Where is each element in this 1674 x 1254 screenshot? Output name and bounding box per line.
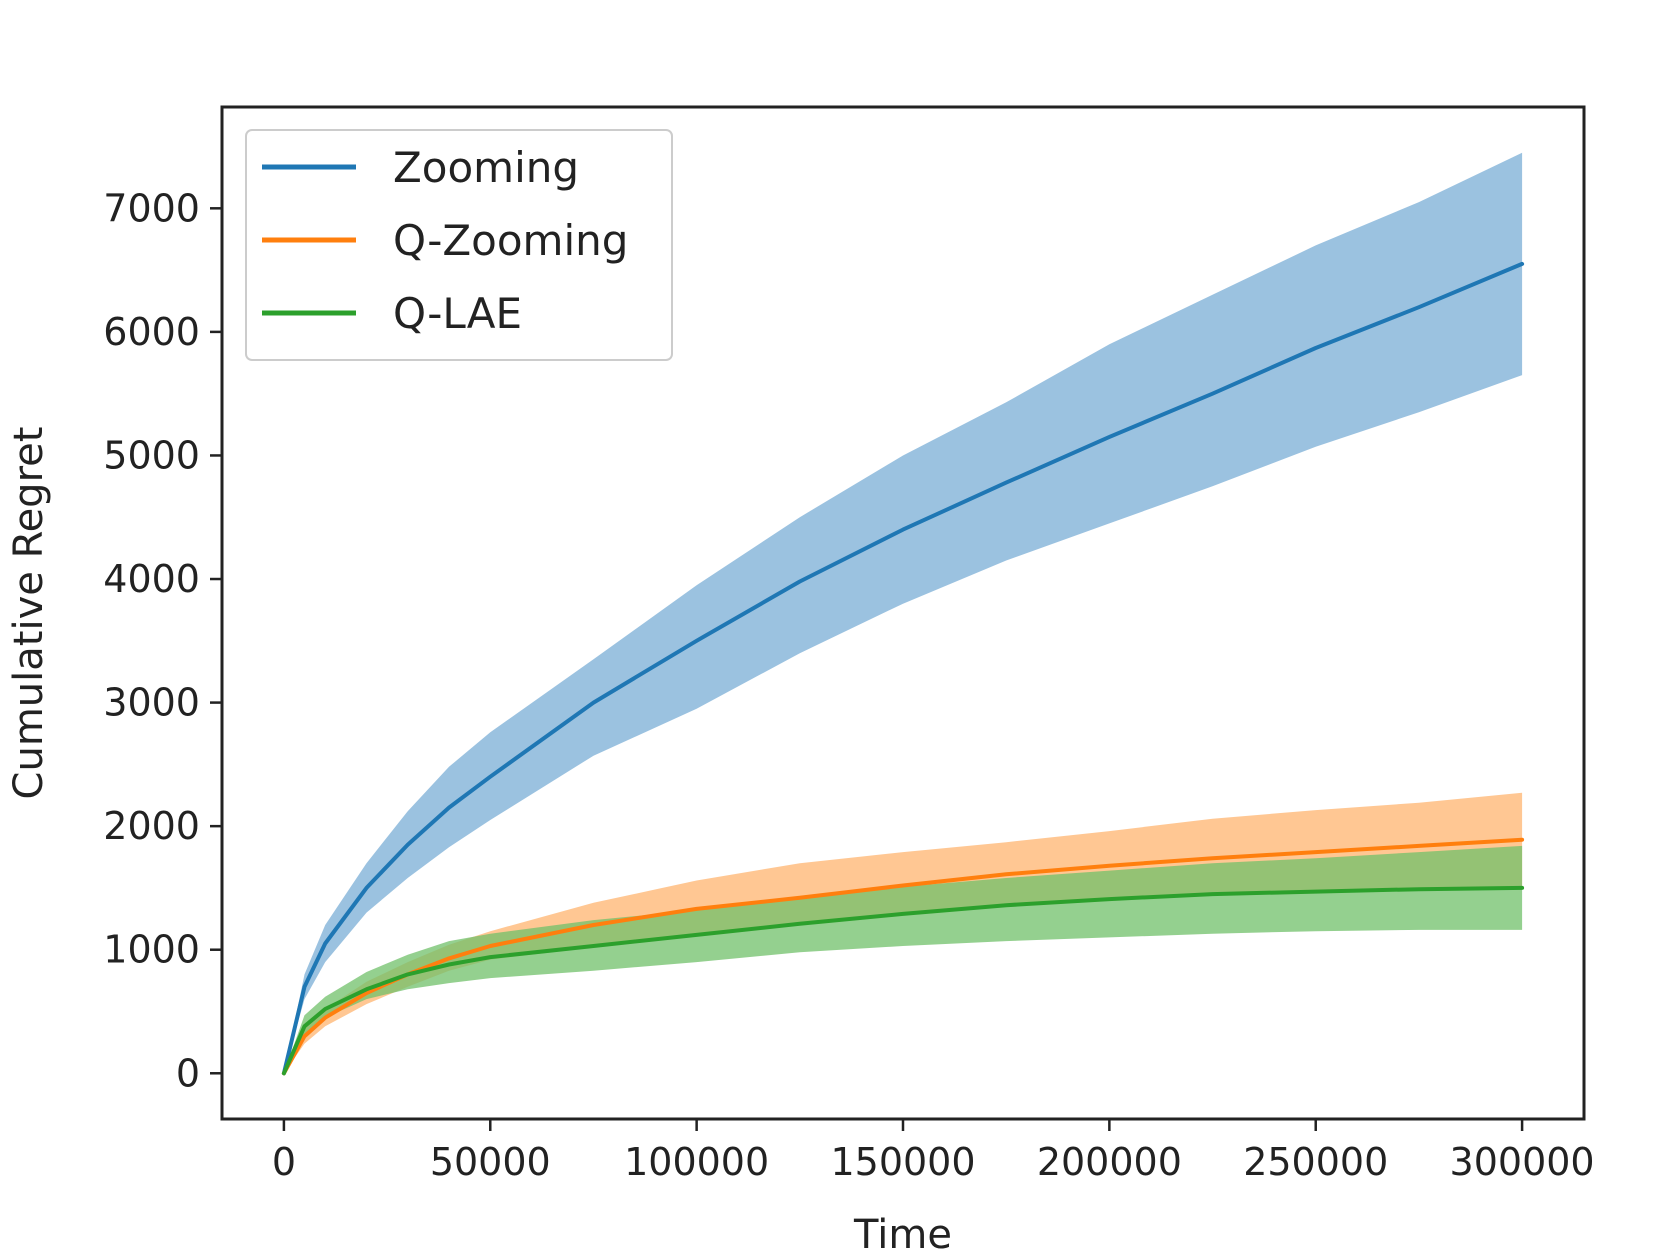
y-tick-label: 0: [176, 1051, 200, 1095]
y-tick-label: 7000: [103, 186, 200, 230]
y-tick-label: 6000: [103, 310, 200, 354]
y-axis-ticks: 0 1000 2000 3000 4000 5000 6000 7000: [103, 186, 222, 1095]
y-tick-label: 1000: [103, 928, 200, 972]
band-q-lae: [283, 845, 1523, 1074]
x-tick-label: 300000: [1450, 1140, 1595, 1184]
legend-frame: [245, 129, 673, 361]
band-q-zooming: [283, 792, 1523, 1074]
legend-label-zooming: Zooming: [393, 143, 579, 192]
y-tick-label: 3000: [103, 681, 200, 725]
y-tick-label: 5000: [103, 433, 200, 477]
confidence-bands: [283, 152, 1523, 1074]
y-axis-label: Cumulative Regret: [6, 427, 52, 800]
x-tick-label: 150000: [830, 1140, 975, 1184]
x-axis-ticks: 0 50000 100000 150000 200000 250000 300000: [272, 1119, 1595, 1184]
line-q-lae: [281, 885, 1525, 1076]
mean-lines: [281, 261, 1525, 1076]
x-tick-label: 250000: [1243, 1140, 1388, 1184]
line-q-zooming: [281, 837, 1525, 1076]
x-axis-label: Time: [853, 1212, 952, 1254]
x-tick-label: 50000: [430, 1140, 551, 1184]
x-tick-label: 200000: [1037, 1140, 1182, 1184]
y-tick-label: 2000: [103, 804, 200, 848]
band-zooming: [283, 152, 1523, 1074]
legend: Zooming Q-Zooming Q-LAE: [245, 129, 673, 361]
legend-label-q-lae: Q-LAE: [393, 289, 522, 338]
x-tick-label: 0: [272, 1140, 296, 1184]
x-tick-label: 100000: [624, 1140, 769, 1184]
legend-label-q-zooming: Q-Zooming: [393, 216, 628, 265]
line-zooming: [281, 261, 1525, 1076]
y-tick-label: 4000: [103, 557, 200, 601]
